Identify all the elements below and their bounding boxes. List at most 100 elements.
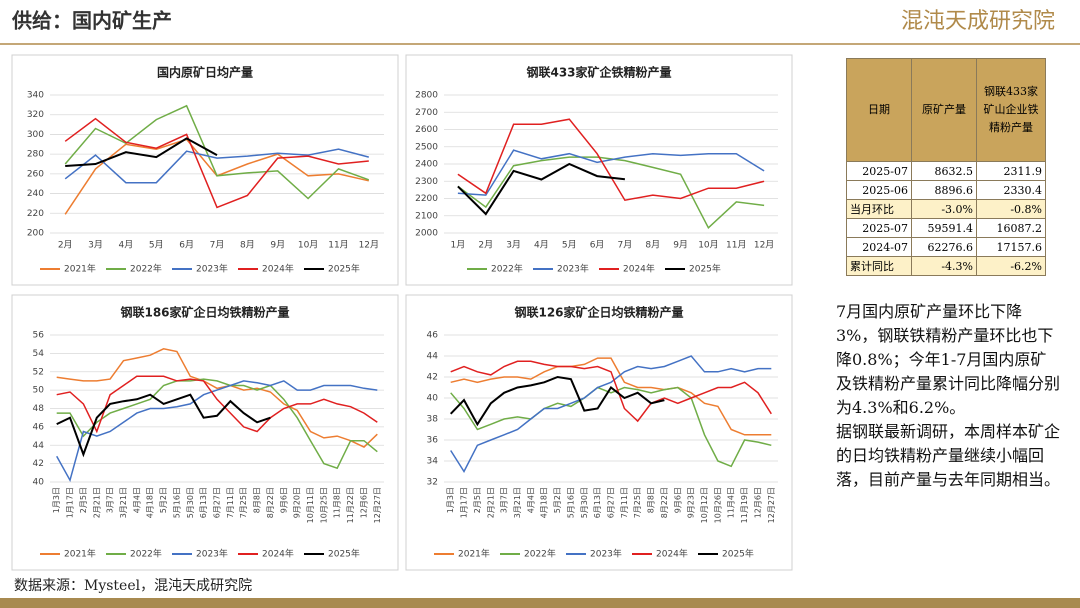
legend-label: 2021年 xyxy=(64,548,96,560)
table-row: 2024-07 62276.6 17157.6 xyxy=(846,237,1046,257)
x-tick-label: 6月13日 xyxy=(593,487,602,518)
x-tick-label: 10月 xyxy=(298,240,318,251)
x-tick-label: 4月4日 xyxy=(132,487,141,513)
x-tick-label: 8月8日 xyxy=(647,487,656,513)
x-tick-label: 12月 xyxy=(754,240,774,251)
y-tick-label: 50 xyxy=(33,386,45,396)
x-tick-label: 11月 xyxy=(726,240,746,251)
x-tick-label: 12月 xyxy=(359,240,379,251)
x-tick-label: 3月21日 xyxy=(119,487,128,518)
table-cell: -6.2% xyxy=(976,256,1046,276)
y-tick-label: 2600 xyxy=(415,125,438,135)
x-tick-label: 3月7日 xyxy=(500,487,509,513)
series-line xyxy=(56,348,378,449)
table-row: 当月环比 -3.0% -0.8% xyxy=(846,199,1046,219)
x-tick-label: 9月6日 xyxy=(673,487,682,513)
table-row: 2025-06 8896.6 2330.4 xyxy=(846,180,1046,200)
x-tick-label: 2月21日 xyxy=(92,487,101,518)
x-tick-label: 5月16日 xyxy=(172,487,181,518)
y-tick-label: 42 xyxy=(427,373,438,383)
legend-label: 2022年 xyxy=(130,548,162,560)
series-line xyxy=(449,375,665,427)
x-tick-label: 6月 xyxy=(179,240,194,251)
x-tick-label: 1月 xyxy=(451,240,466,251)
y-tick-label: 56 xyxy=(33,331,45,341)
y-tick-label: 40 xyxy=(427,394,439,404)
x-tick-label: 11月19日 xyxy=(740,487,749,523)
series-line xyxy=(56,378,378,470)
x-tick-label: 3月 xyxy=(88,240,103,251)
x-tick-label: 10月11日 xyxy=(306,487,315,523)
x-tick-label: 8月22日 xyxy=(266,487,275,518)
table-cell: 62276.6 xyxy=(911,237,977,257)
y-tick-label: 2300 xyxy=(415,177,438,187)
y-tick-label: 40 xyxy=(33,478,45,488)
x-tick-label: 11月4日 xyxy=(727,487,736,518)
y-tick-label: 2800 xyxy=(415,91,438,101)
chart-panel: 国内原矿日均产量 200 220 240 260 280 300 320 340 2月 3月 4月 5月… xyxy=(11,54,399,286)
x-tick-label: 11月8日 xyxy=(333,487,342,518)
x-tick-label: 4月4日 xyxy=(526,487,535,513)
legend-label: 2022年 xyxy=(130,263,162,275)
legend-label: 2023年 xyxy=(196,263,228,275)
y-tick-label: 2700 xyxy=(415,108,438,118)
table-cell: 2025-06 xyxy=(846,180,912,200)
table-cell: 2330.4 xyxy=(976,180,1046,200)
y-tick-label: 2200 xyxy=(415,194,438,204)
x-tick-label: 9月6日 xyxy=(279,487,288,513)
legend-label: 2022年 xyxy=(524,548,556,560)
x-tick-label: 5月16日 xyxy=(566,487,575,518)
chart-title: 钢联186家矿企日均铁精粉产量 xyxy=(120,305,289,320)
series-line xyxy=(457,156,765,230)
table-row: 累计同比 -4.3% -6.2% xyxy=(846,256,1046,276)
note-paragraph: 据钢联最新调研，本周样本矿企的日均铁精粉产量继续小幅回落，目前产量与去年同期相当… xyxy=(836,422,1061,489)
x-tick-label: 5月 xyxy=(149,240,164,251)
x-tick-label: 2月 xyxy=(478,240,493,251)
x-tick-label: 5月2日 xyxy=(553,487,562,513)
table-cell: -4.3% xyxy=(911,256,977,276)
legend-label: 2023年 xyxy=(557,263,589,275)
y-tick-label: 220 xyxy=(27,209,44,219)
y-tick-label: 44 xyxy=(33,441,45,451)
x-tick-label: 4月18日 xyxy=(146,487,155,518)
x-tick-label: 8月 xyxy=(645,240,660,251)
x-tick-label: 8月8日 xyxy=(253,487,262,513)
x-tick-label: 4月 xyxy=(534,240,549,251)
y-tick-label: 32 xyxy=(427,478,438,488)
x-tick-label: 6月27日 xyxy=(607,487,616,518)
y-tick-label: 46 xyxy=(33,422,45,432)
x-tick-label: 3月21日 xyxy=(513,487,522,518)
legend-label: 2024年 xyxy=(623,263,655,275)
table-cell: 2311.9 xyxy=(976,161,1046,181)
x-tick-label: 7月25日 xyxy=(239,487,248,518)
column-header: 原矿产量 xyxy=(911,58,977,162)
legend-label: 2023年 xyxy=(196,548,228,560)
table-cell: 2024-07 xyxy=(846,237,912,257)
column-header: 钢联433家矿山企业铁精粉产量 xyxy=(976,58,1046,162)
legend-label: 2024年 xyxy=(262,548,294,560)
table-cell: 当月环比 xyxy=(846,199,912,219)
series-line xyxy=(450,357,772,436)
panel-frame xyxy=(405,54,793,286)
table-header: 日期 原矿产量 钢联433家矿山企业铁精粉产量 xyxy=(846,58,1046,162)
summary-table: 日期 原矿产量 钢联433家矿山企业铁精粉产量 2025-07 8632.5 231… xyxy=(846,58,1046,276)
x-tick-label: 7月11日 xyxy=(620,487,629,518)
series-line xyxy=(64,117,369,209)
y-tick-label: 2000 xyxy=(415,229,438,239)
x-tick-label: 9月 xyxy=(673,240,688,251)
y-tick-label: 44 xyxy=(427,352,439,362)
x-tick-label: 6月13日 xyxy=(199,487,208,518)
series-line xyxy=(65,137,218,167)
table-cell: -3.0% xyxy=(911,199,977,219)
series-line xyxy=(457,162,626,216)
column-header: 日期 xyxy=(846,58,912,162)
x-tick-label: 12月27日 xyxy=(373,487,382,523)
series-line xyxy=(56,375,378,434)
x-tick-label: 8月 xyxy=(240,240,255,251)
table-cell: 2025-07 xyxy=(846,218,912,238)
y-tick-label: 42 xyxy=(33,459,44,469)
footer-bar xyxy=(0,598,1080,608)
legend-label: 2023年 xyxy=(590,548,622,560)
